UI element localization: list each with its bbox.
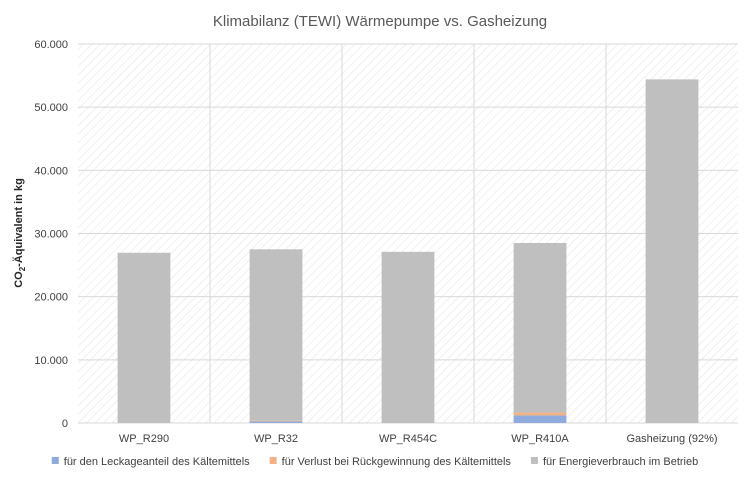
bar-segment — [249, 249, 303, 421]
y-tick-label: 30.000 — [34, 229, 68, 241]
bars — [117, 79, 699, 423]
y-axis-label-subscript: 2 — [18, 266, 27, 271]
y-tick-label: 40.000 — [34, 165, 68, 177]
bar-segment — [513, 242, 567, 413]
y-axis-label-main: CO — [13, 271, 25, 288]
y-axis-label: CO2-Äquivalent in kg — [12, 178, 27, 288]
y-axis-label-rest: -Äquivalent in kg — [12, 178, 25, 267]
x-tick-labels: WP_R290 WP_R32 WP_R454C WP_R410A Gasheizung … — [119, 433, 718, 445]
x-tick-label: WP_R32 — [254, 433, 298, 445]
x-tick-label: WP_R290 — [119, 433, 169, 445]
bar-segment — [513, 412, 567, 416]
y-tick-label: 0 — [62, 418, 68, 430]
y-tick-label: 60.000 — [34, 39, 68, 51]
legend-swatch — [269, 457, 277, 464]
y-tick-labels: 0 10.000 20.000 30.000 40.000 50.000 60.000 — [34, 39, 68, 430]
legend-label: für den Leckageanteil des Kältemittels — [64, 456, 250, 468]
bar-segment — [117, 252, 171, 423]
bar-segment — [381, 251, 435, 423]
bar-segment — [249, 421, 303, 423]
legend-label: für Energieverbrauch im Betrieb — [543, 456, 698, 468]
legend-swatch — [51, 457, 59, 464]
x-tick-label: WP_R410A — [511, 433, 569, 445]
y-tick-label: 10.000 — [34, 355, 68, 367]
bar-segment — [645, 79, 699, 423]
x-tick-label: WP_R454C — [379, 433, 437, 445]
x-tick-label: Gasheizung (92%) — [626, 433, 717, 445]
y-tick-label: 50.000 — [34, 102, 68, 114]
chart-title: Klimabilanz (TEWI) Wärmepumpe vs. Gashei… — [213, 13, 547, 30]
bar-segment — [513, 415, 567, 423]
legend-label: für Verlust bei Rückgewinnung des Kältem… — [282, 456, 512, 468]
legend-swatch — [530, 457, 538, 464]
legend: für den Leckageanteil des Kältemittels fü… — [51, 456, 698, 468]
y-tick-label: 20.000 — [34, 292, 68, 304]
bar-segment — [249, 420, 303, 422]
